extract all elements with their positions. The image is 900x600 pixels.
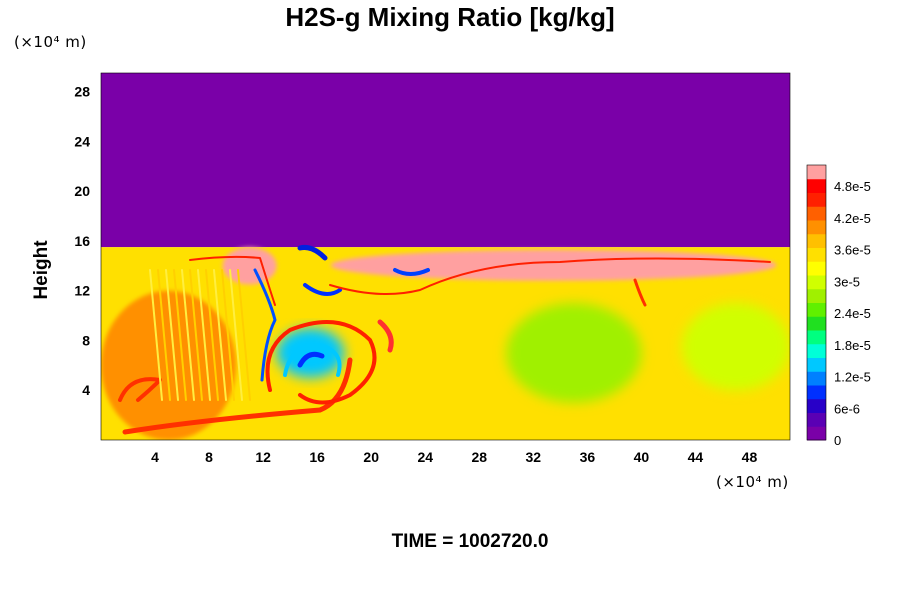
chart-title: H2S-g Mixing Ratio [kg/kg] (285, 2, 615, 32)
striation-2 (165, 269, 179, 401)
colorbar-swatch (807, 261, 826, 276)
x-tick-label: 20 (363, 449, 379, 465)
y-tick-label: 12 (74, 283, 90, 299)
region-upper-layer (101, 73, 790, 248)
colorbar-swatch (807, 330, 826, 345)
x-tick-label: 36 (580, 449, 596, 465)
striation-6 (197, 269, 211, 401)
colorbar-swatch (807, 412, 826, 427)
x-tick-label: 40 (634, 449, 650, 465)
colorbar-swatch (807, 178, 826, 193)
striation-5 (189, 269, 203, 401)
blue-filament-top (297, 245, 328, 261)
vortex-swirl-cyan (283, 343, 342, 377)
x-tick-label: 32 (526, 449, 542, 465)
colorbar-tick-label: 2.4e-5 (834, 306, 871, 321)
colorbar-swatch (807, 275, 826, 290)
x-tick-label: 8 (205, 449, 213, 465)
colorbar-swatch (807, 165, 826, 180)
vortex-swirl-red (265, 320, 377, 405)
striation-3 (173, 269, 187, 401)
colorbar-swatch (807, 288, 826, 303)
colorbar-swatch (807, 385, 826, 400)
x-tick-label: 16 (309, 449, 325, 465)
colorbar-swatch (807, 398, 826, 413)
striation-8 (213, 269, 227, 401)
x-unit-label: (×10⁴ m) (716, 473, 789, 491)
cap-edge-left (189, 255, 276, 306)
y-tick-label: 8 (82, 332, 90, 348)
colorbar-swatch (807, 371, 826, 386)
colorbar-tick-label: 0 (834, 433, 841, 448)
y-unit-label: (×10⁴ m) (14, 33, 87, 51)
colorbar-tick-label: 3e-5 (834, 274, 860, 289)
striation-9 (221, 269, 235, 401)
colorbar-swatch (807, 302, 826, 317)
y-tick-label: 16 (74, 233, 90, 249)
region-green-eddy-right (681, 303, 790, 391)
striation-7 (205, 269, 219, 401)
y-tick-label: 4 (82, 382, 90, 398)
colorbar-swatch (807, 357, 826, 372)
colorbar-swatch (807, 220, 826, 235)
y-tick-label: 24 (74, 133, 90, 149)
blue-filament-left (253, 268, 277, 382)
colorbar-tick-label: 4.2e-5 (834, 211, 871, 226)
colorbar-swatch (807, 247, 826, 262)
x-tick-label: 4 (151, 449, 159, 465)
region-green-eddy-middle (506, 303, 642, 403)
blue-filament-mid (303, 283, 342, 296)
region-left-warm-zone (101, 290, 237, 440)
colorbar-swatch (807, 343, 826, 358)
striation-0 (149, 269, 163, 401)
red-blob-center (377, 319, 394, 353)
colorbar-tick-label: 1.8e-5 (834, 338, 871, 353)
colorbar-swatch (807, 206, 826, 221)
colorbar-swatch (807, 426, 826, 441)
striation-4 (181, 269, 195, 401)
x-tick-label: 12 (255, 449, 271, 465)
colorbar-tick-label: 3.6e-5 (834, 243, 871, 258)
striation-11 (237, 269, 251, 401)
colorbar-swatch (807, 192, 826, 207)
red-streak-right (633, 278, 647, 307)
striation-10 (229, 269, 243, 401)
y-tick-label: 20 (74, 183, 90, 199)
colorbar-tick-label: 1.2e-5 (834, 370, 871, 385)
colorbar-swatch (807, 233, 826, 248)
x-tick-label: 28 (471, 449, 487, 465)
x-tick-label: 44 (688, 449, 704, 465)
colorbar-tick-label: 6e-6 (834, 401, 860, 416)
blue-filament-right (393, 268, 430, 276)
colorbar-tick-label: 4.8e-5 (834, 179, 871, 194)
y-tick-label: 28 (74, 84, 90, 100)
red-streak-bottom (122, 357, 353, 435)
x-tick-label: 48 (742, 449, 758, 465)
striation-1 (157, 269, 171, 401)
x-tick-label: 24 (417, 449, 433, 465)
colorbar-frame (806, 164, 827, 441)
cap-edge-right (329, 257, 771, 295)
plot-frame (100, 72, 791, 441)
time-label: TIME = 1002720.0 (391, 531, 549, 552)
region-pink-cap-right (330, 249, 777, 281)
vortex-swirl-blue (297, 351, 325, 368)
colorbar-swatch (807, 316, 826, 331)
